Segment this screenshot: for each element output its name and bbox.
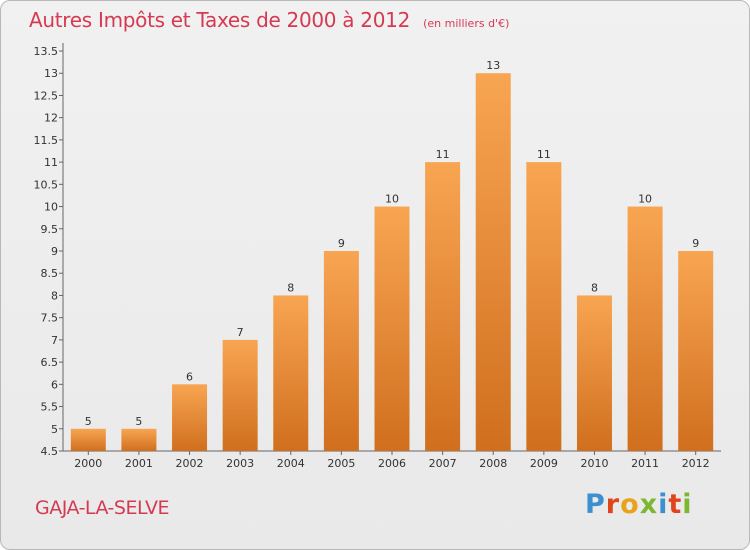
x-tick-label: 2005 — [327, 457, 355, 470]
bar-2008 — [475, 73, 511, 451]
x-tick-label: 2009 — [530, 457, 558, 470]
x-tick-label: 2003 — [226, 457, 254, 470]
value-label: 9 — [692, 237, 699, 250]
x-tick-label: 2008 — [479, 457, 507, 470]
logo-letter: t — [668, 489, 683, 520]
y-tick-label: 12 — [44, 112, 58, 125]
logo-letter: o — [620, 489, 640, 520]
y-tick-label: 9.5 — [41, 223, 59, 236]
chart-title: Autres Impôts et Taxes de 2000 à 2012 — [29, 8, 410, 32]
y-tick-label: 12.5 — [34, 89, 59, 102]
value-label: 6 — [186, 370, 193, 383]
logo-letter: i — [682, 489, 693, 520]
bar-2005 — [323, 251, 359, 451]
value-label: 7 — [237, 326, 244, 339]
y-tick-label: 4.5 — [41, 445, 59, 458]
bar-2011 — [627, 206, 663, 451]
value-label: 5 — [135, 415, 142, 428]
x-tick-label: 2010 — [580, 457, 608, 470]
proxiti-logo: Proxiti — [585, 489, 693, 520]
value-label: 9 — [338, 237, 345, 250]
value-label: 5 — [85, 415, 92, 428]
y-tick-label: 10.5 — [34, 178, 59, 191]
y-tick-label: 10 — [44, 201, 58, 214]
y-tick-label: 6 — [51, 378, 58, 391]
y-tick-label: 7 — [51, 334, 58, 347]
x-tick-label: 2002 — [176, 457, 204, 470]
value-label: 8 — [287, 281, 294, 294]
y-tick-label: 11 — [44, 156, 58, 169]
y-tick-label: 7.5 — [41, 312, 59, 325]
y-tick-label: 5.5 — [41, 401, 59, 414]
x-tick-label: 2012 — [682, 457, 710, 470]
x-tick-label: 2001 — [125, 457, 153, 470]
x-tick-label: 2000 — [74, 457, 102, 470]
y-tick-label: 13.5 — [34, 45, 59, 58]
logo-letter: i — [658, 489, 669, 520]
bar-2002 — [172, 384, 208, 451]
x-tick-label: 2004 — [277, 457, 305, 470]
y-tick-label: 8 — [51, 289, 58, 302]
value-label: 11 — [537, 148, 551, 161]
value-label: 10 — [638, 193, 652, 206]
x-tick-label: 2011 — [631, 457, 659, 470]
value-label: 10 — [385, 193, 399, 206]
x-tick-label: 2007 — [429, 457, 457, 470]
bar-2009 — [526, 162, 562, 451]
bar-2006 — [374, 206, 410, 451]
y-tick-label: 11.5 — [34, 134, 59, 147]
y-tick-label: 5 — [51, 423, 58, 436]
y-tick-label: 9 — [51, 245, 58, 258]
bar-2012 — [678, 251, 714, 451]
bar-2010 — [576, 295, 612, 451]
bar-2007 — [425, 162, 461, 451]
y-tick-label: 8.5 — [41, 267, 59, 280]
bar-2001 — [121, 428, 157, 451]
logo-letter: r — [605, 489, 621, 520]
value-label: 11 — [436, 148, 450, 161]
bar-2000 — [70, 428, 106, 451]
logo-letter: P — [585, 489, 606, 520]
x-tick-label: 2006 — [378, 457, 406, 470]
value-label: 8 — [591, 281, 598, 294]
logo-letter: x — [639, 489, 659, 520]
title-row: Autres Impôts et Taxes de 2000 à 2012 (e… — [29, 8, 509, 32]
bar-2003 — [222, 339, 258, 451]
chart-subtitle: (en milliers d'€) — [423, 17, 510, 30]
bar-2004 — [273, 295, 309, 451]
y-tick-label: 13 — [44, 67, 58, 80]
commune-name: GAJA-LA-SELVE — [35, 497, 169, 519]
value-label: 13 — [486, 59, 500, 72]
y-tick-label: 6.5 — [41, 356, 59, 369]
